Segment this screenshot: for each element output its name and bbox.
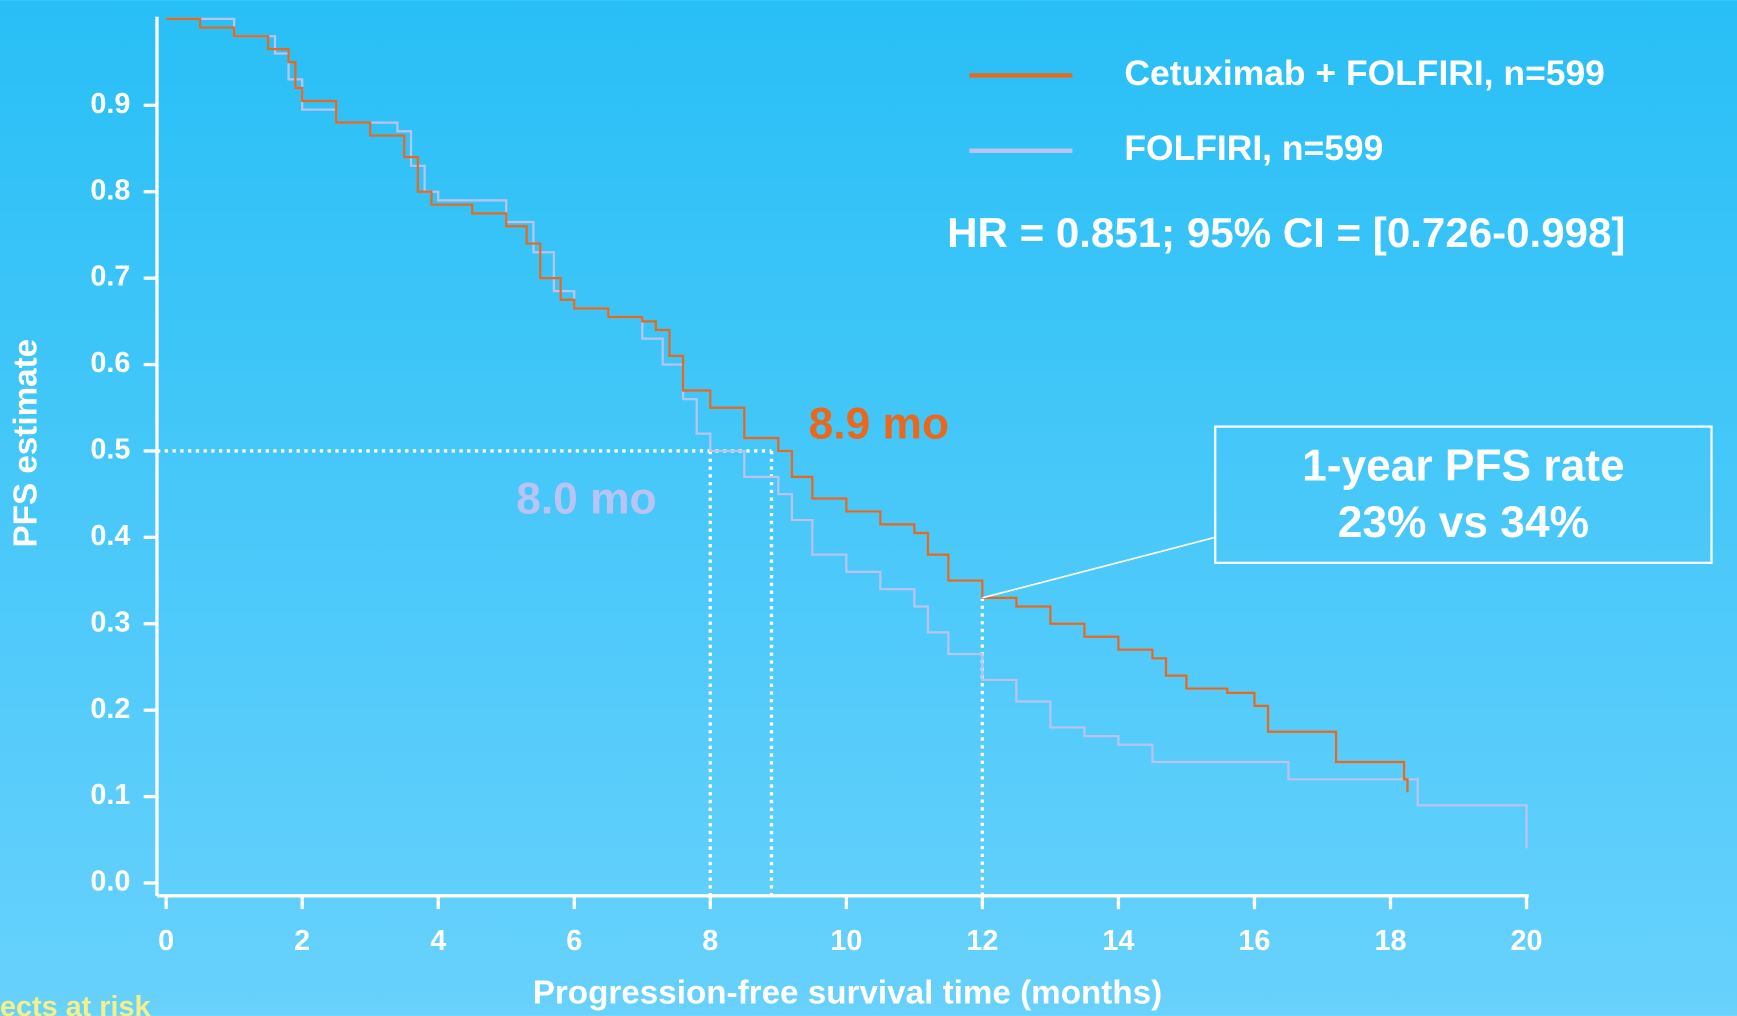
median-label: 8.0 mo [516, 475, 656, 524]
x-tick-label: 6 [566, 925, 582, 957]
x-tick-label: 10 [830, 925, 862, 957]
box-text: 1-year PFS rate [1302, 441, 1625, 490]
x-axis-label: Progression-free survival time (months) [533, 975, 1162, 1012]
x-tick-label: 14 [1102, 925, 1134, 957]
legend-label: FOLFIRI, n=599 [1124, 128, 1383, 168]
legend-label: Cetuximab + FOLFIRI, n=599 [1124, 53, 1605, 93]
y-tick-label: 0.4 [90, 520, 130, 552]
y-tick-label: 0.9 [90, 88, 130, 120]
y-axis-label: PFS estimate [7, 339, 44, 548]
x-tick-label: 4 [430, 925, 446, 957]
y-tick-label: 0.5 [90, 434, 130, 466]
annotation-box [1214, 425, 1713, 564]
box-connector [982, 536, 1216, 599]
y-tick-label: 0.7 [90, 261, 130, 293]
x-tick-label: 20 [1511, 925, 1543, 957]
footer: ects at risk [0, 991, 151, 1016]
y-tick-label: 0.2 [90, 693, 130, 725]
x-tick-label: 8 [702, 925, 718, 957]
x-tick-label: 0 [158, 925, 174, 957]
box-text: 23% vs 34% [1338, 498, 1589, 547]
median-label: 8.9 mo [809, 399, 949, 448]
y-tick-label: 0.8 [90, 174, 130, 206]
x-tick-label: 18 [1374, 925, 1406, 957]
x-tick-label: 12 [966, 925, 998, 957]
survival-curve [166, 17, 1528, 849]
x-tick-label: 16 [1238, 925, 1270, 957]
y-tick-label: 0.1 [90, 779, 130, 811]
y-tick-label: 0.6 [90, 347, 130, 379]
y-tick-label: 0.0 [90, 866, 130, 898]
hr-text: HR = 0.851; 95% CI = [0.726-0.998] [947, 209, 1625, 256]
y-tick-label: 0.3 [90, 606, 130, 638]
x-tick-label: 2 [294, 925, 310, 957]
survival-curve [166, 17, 1409, 793]
